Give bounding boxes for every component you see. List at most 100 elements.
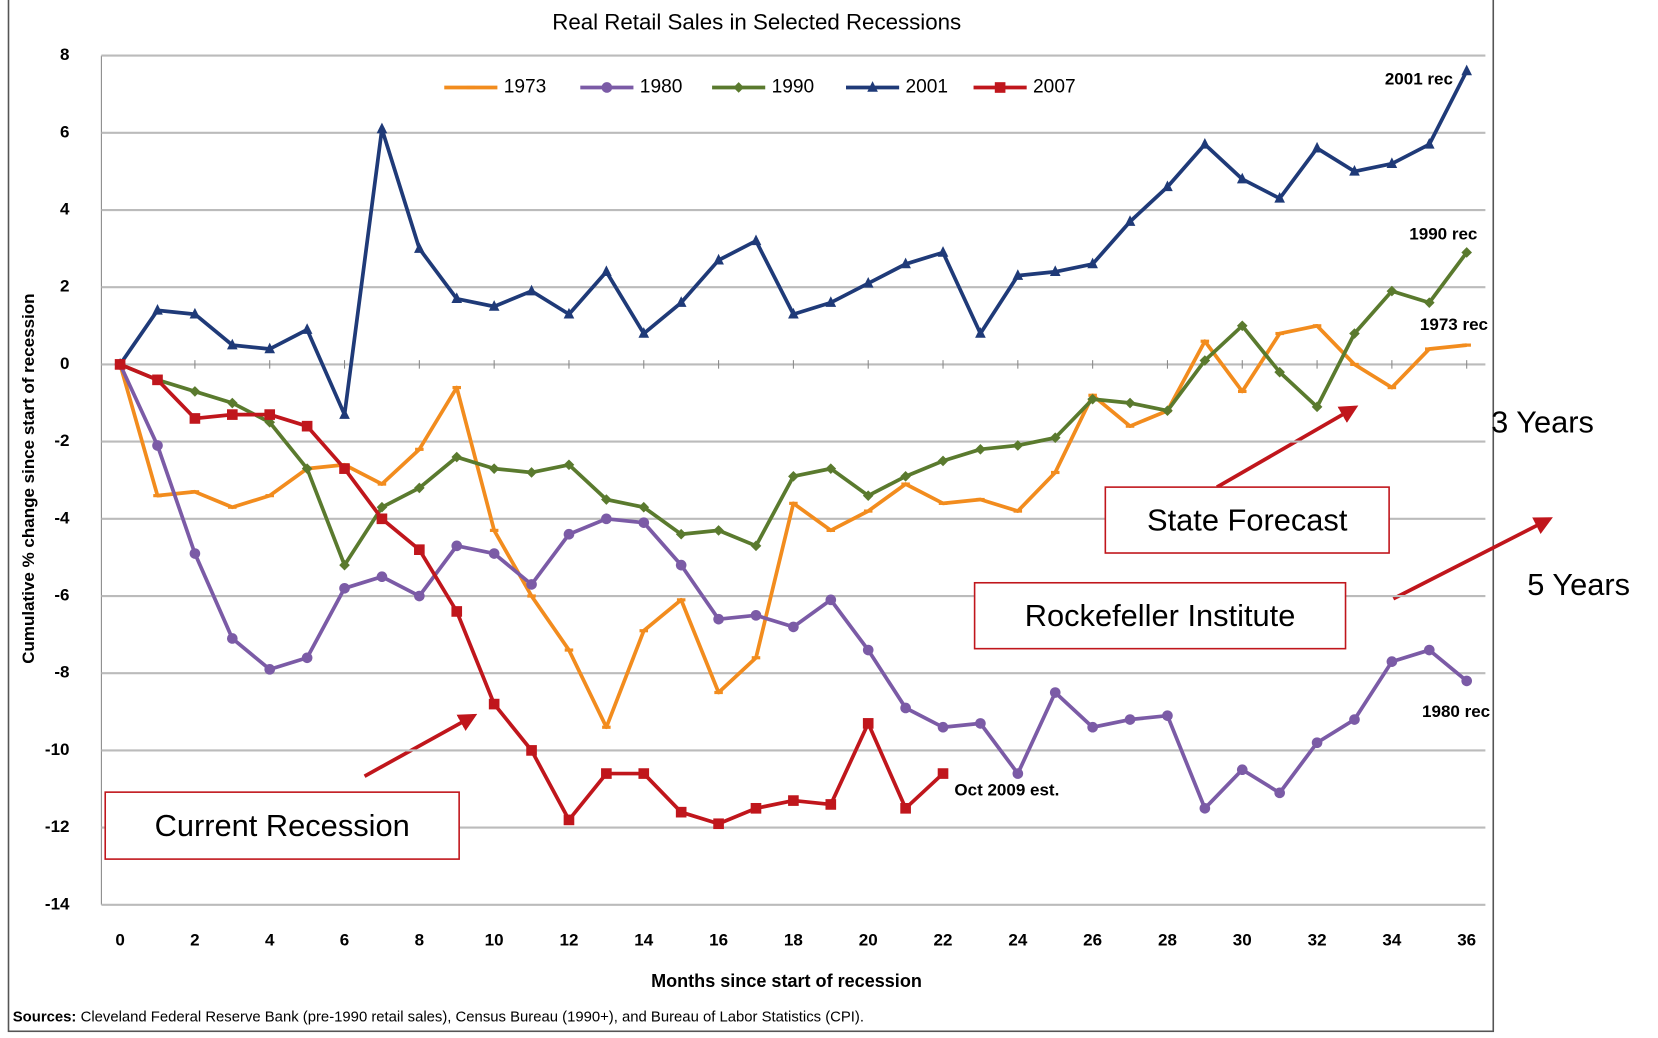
marker xyxy=(1349,714,1360,725)
marker xyxy=(1386,656,1398,667)
arrow xyxy=(363,713,478,778)
marker xyxy=(466,85,476,90)
marker xyxy=(788,621,799,633)
annotation: 1980 rec xyxy=(1422,702,1490,721)
marker xyxy=(301,652,313,664)
marker xyxy=(190,490,200,494)
marker xyxy=(1050,470,1060,475)
marker xyxy=(1162,405,1173,417)
marker xyxy=(638,768,650,779)
marker xyxy=(825,594,837,606)
callout-box xyxy=(104,791,460,860)
arrow xyxy=(1392,517,1553,601)
y-tick-label: 4 xyxy=(60,199,70,218)
marker xyxy=(189,413,201,424)
marker xyxy=(1049,432,1061,444)
marker xyxy=(862,276,874,288)
marker xyxy=(789,501,798,505)
callout-box xyxy=(1104,486,1390,554)
marker xyxy=(788,471,799,482)
marker xyxy=(1386,157,1398,168)
marker xyxy=(414,242,425,253)
marker xyxy=(376,513,388,525)
marker xyxy=(937,455,949,467)
legend-label: 2007 xyxy=(1033,77,1076,98)
y-tick-label: 0 xyxy=(60,354,69,373)
marker xyxy=(1236,764,1248,776)
marker xyxy=(189,386,201,397)
marker xyxy=(1461,675,1473,687)
marker xyxy=(638,517,650,528)
marker xyxy=(1311,141,1323,153)
y-tick-label: -14 xyxy=(45,894,70,913)
marker xyxy=(1124,397,1136,409)
marker xyxy=(264,342,276,354)
marker xyxy=(1162,180,1173,192)
marker xyxy=(114,359,126,370)
marker xyxy=(1461,64,1473,76)
x-tick-label: 32 xyxy=(1308,930,1327,949)
marker xyxy=(1387,385,1397,390)
marker xyxy=(563,814,575,826)
callout-box xyxy=(973,581,1347,650)
marker xyxy=(527,594,536,598)
y-axis-title: Cumulative % change since start of reces… xyxy=(19,293,38,663)
marker xyxy=(1425,347,1434,351)
marker xyxy=(376,501,388,513)
marker xyxy=(601,82,613,93)
x-tick-label: 16 xyxy=(709,930,728,949)
marker xyxy=(750,609,762,621)
marker xyxy=(265,494,274,498)
legend-label: 1990 xyxy=(772,77,815,98)
marker xyxy=(301,323,313,334)
sources-text: Cleveland Federal Reserve Bank (pre-1990… xyxy=(81,1009,864,1025)
series xyxy=(114,64,1473,419)
x-tick-label: 2 xyxy=(190,930,199,949)
marker xyxy=(713,613,724,625)
marker xyxy=(901,482,910,486)
marker xyxy=(339,463,350,474)
marker xyxy=(1087,257,1098,269)
marker xyxy=(1199,355,1211,366)
marker xyxy=(675,806,687,818)
x-tick-label: 18 xyxy=(784,930,803,949)
marker xyxy=(152,374,163,386)
marker xyxy=(452,385,461,390)
chart-border xyxy=(7,0,1495,1033)
x-tick-label: 20 xyxy=(859,930,878,949)
callout: Rockefeller Institute xyxy=(1025,598,1296,633)
marker xyxy=(994,82,1006,93)
marker xyxy=(488,548,500,559)
annotation: Oct 2009 est. xyxy=(954,781,1059,800)
marker xyxy=(1236,172,1248,184)
x-tick-label: 6 xyxy=(340,930,349,949)
chart-title: Real Retail Sales in Selected Recessions xyxy=(552,10,961,35)
x-tick-label: 36 xyxy=(1457,930,1476,949)
marker xyxy=(601,265,612,277)
marker xyxy=(451,540,463,552)
callout: 3 Years xyxy=(1491,405,1594,440)
marker xyxy=(751,656,761,660)
marker xyxy=(601,513,612,525)
marker xyxy=(451,292,463,304)
marker xyxy=(602,725,611,729)
marker xyxy=(750,540,762,552)
marker xyxy=(1423,644,1435,656)
marker xyxy=(339,582,350,594)
marker xyxy=(451,606,463,617)
x-tick-label: 8 xyxy=(415,930,424,949)
marker xyxy=(526,467,537,478)
marker xyxy=(301,420,313,432)
marker xyxy=(1274,192,1285,203)
marker xyxy=(415,447,424,451)
marker xyxy=(825,799,837,810)
marker xyxy=(563,307,575,319)
marker xyxy=(862,644,874,656)
marker xyxy=(976,497,985,502)
marker xyxy=(226,409,238,420)
marker xyxy=(1238,389,1247,394)
x-tick-label: 30 xyxy=(1233,930,1252,949)
y-tick-label: -6 xyxy=(54,585,69,604)
marker xyxy=(1013,509,1023,513)
